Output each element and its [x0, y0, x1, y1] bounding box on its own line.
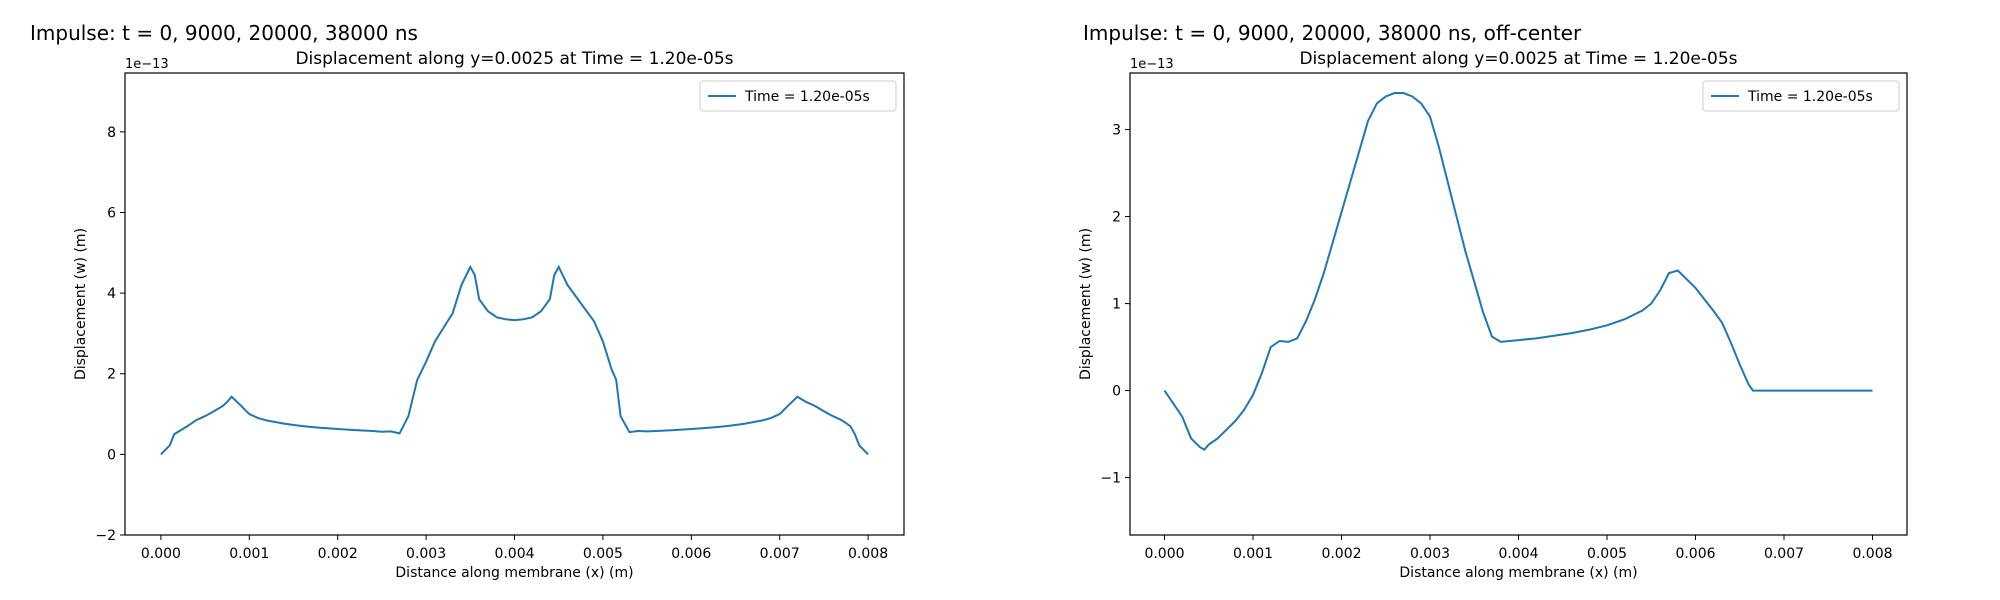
heading: Impulse: t = 0, 9000, 20000, 38000 ns: [30, 21, 418, 45]
x-tick-label: 0.005: [583, 546, 623, 562]
y-tick-label: −2: [95, 528, 116, 544]
x-tick-label: 0.008: [1852, 546, 1892, 562]
legend-label: Time = 1.20e-05s: [1747, 89, 1873, 105]
y-tick-label: 0: [107, 447, 116, 463]
legend-box: [699, 80, 897, 112]
chart-title: Displacement along y=0.0025 at Time = 1.…: [295, 49, 733, 69]
y-offset-label: 1e−13: [125, 57, 169, 72]
x-tick-label: 0.002: [1321, 546, 1361, 562]
x-tick-label: 0.000: [1144, 546, 1184, 562]
x-tick-label: 0.003: [406, 546, 446, 562]
y-tick-label: 2: [107, 367, 116, 383]
x-tick-label: 0.001: [1233, 546, 1273, 562]
legend-box: [1702, 80, 1900, 112]
line-series: [1163, 92, 1873, 452]
x-tick-label: 0.004: [494, 546, 534, 562]
x-tick-label: 0.004: [1498, 546, 1538, 562]
heading: Impulse: t = 0, 9000, 20000, 38000 ns, o…: [1083, 21, 1582, 45]
y-tick-label: 3: [1112, 123, 1121, 139]
y-tick-label: 6: [107, 205, 116, 221]
y-axis-label: Displacement (w) (m): [73, 228, 89, 380]
y-offset-label: 1e−13: [1130, 57, 1174, 72]
x-tick-label: 0.002: [318, 546, 358, 562]
x-tick-label: 0.003: [1410, 546, 1450, 562]
x-axis-label: Distance along membrane (x) (m): [1399, 565, 1637, 581]
plot-frame: [124, 72, 905, 536]
y-tick-label: 1: [1112, 297, 1121, 313]
x-tick-label: 0.000: [141, 546, 181, 562]
x-tick-label: 0.005: [1587, 546, 1627, 562]
chart-title: Displacement along y=0.0025 at Time = 1.…: [1299, 49, 1737, 69]
plot-frame: [1129, 72, 1908, 536]
x-tick-label: 0.001: [229, 546, 269, 562]
y-axis-label: Displacement (w) (m): [1078, 228, 1094, 380]
y-tick-label: 8: [107, 125, 116, 141]
x-tick-label: 0.008: [848, 546, 888, 562]
y-tick-label: 4: [107, 286, 116, 302]
x-tick-label: 0.007: [760, 546, 800, 562]
legend-label: Time = 1.20e-05s: [744, 89, 870, 105]
line-series: [160, 264, 869, 456]
x-tick-label: 0.006: [671, 546, 711, 562]
y-tick-label: 0: [1112, 384, 1121, 400]
x-tick-label: 0.006: [1675, 546, 1715, 562]
y-tick-label: −1: [1100, 471, 1121, 487]
x-tick-label: 0.007: [1764, 546, 1804, 562]
y-tick-label: 2: [1112, 210, 1121, 226]
x-axis-label: Distance along membrane (x) (m): [395, 565, 633, 581]
